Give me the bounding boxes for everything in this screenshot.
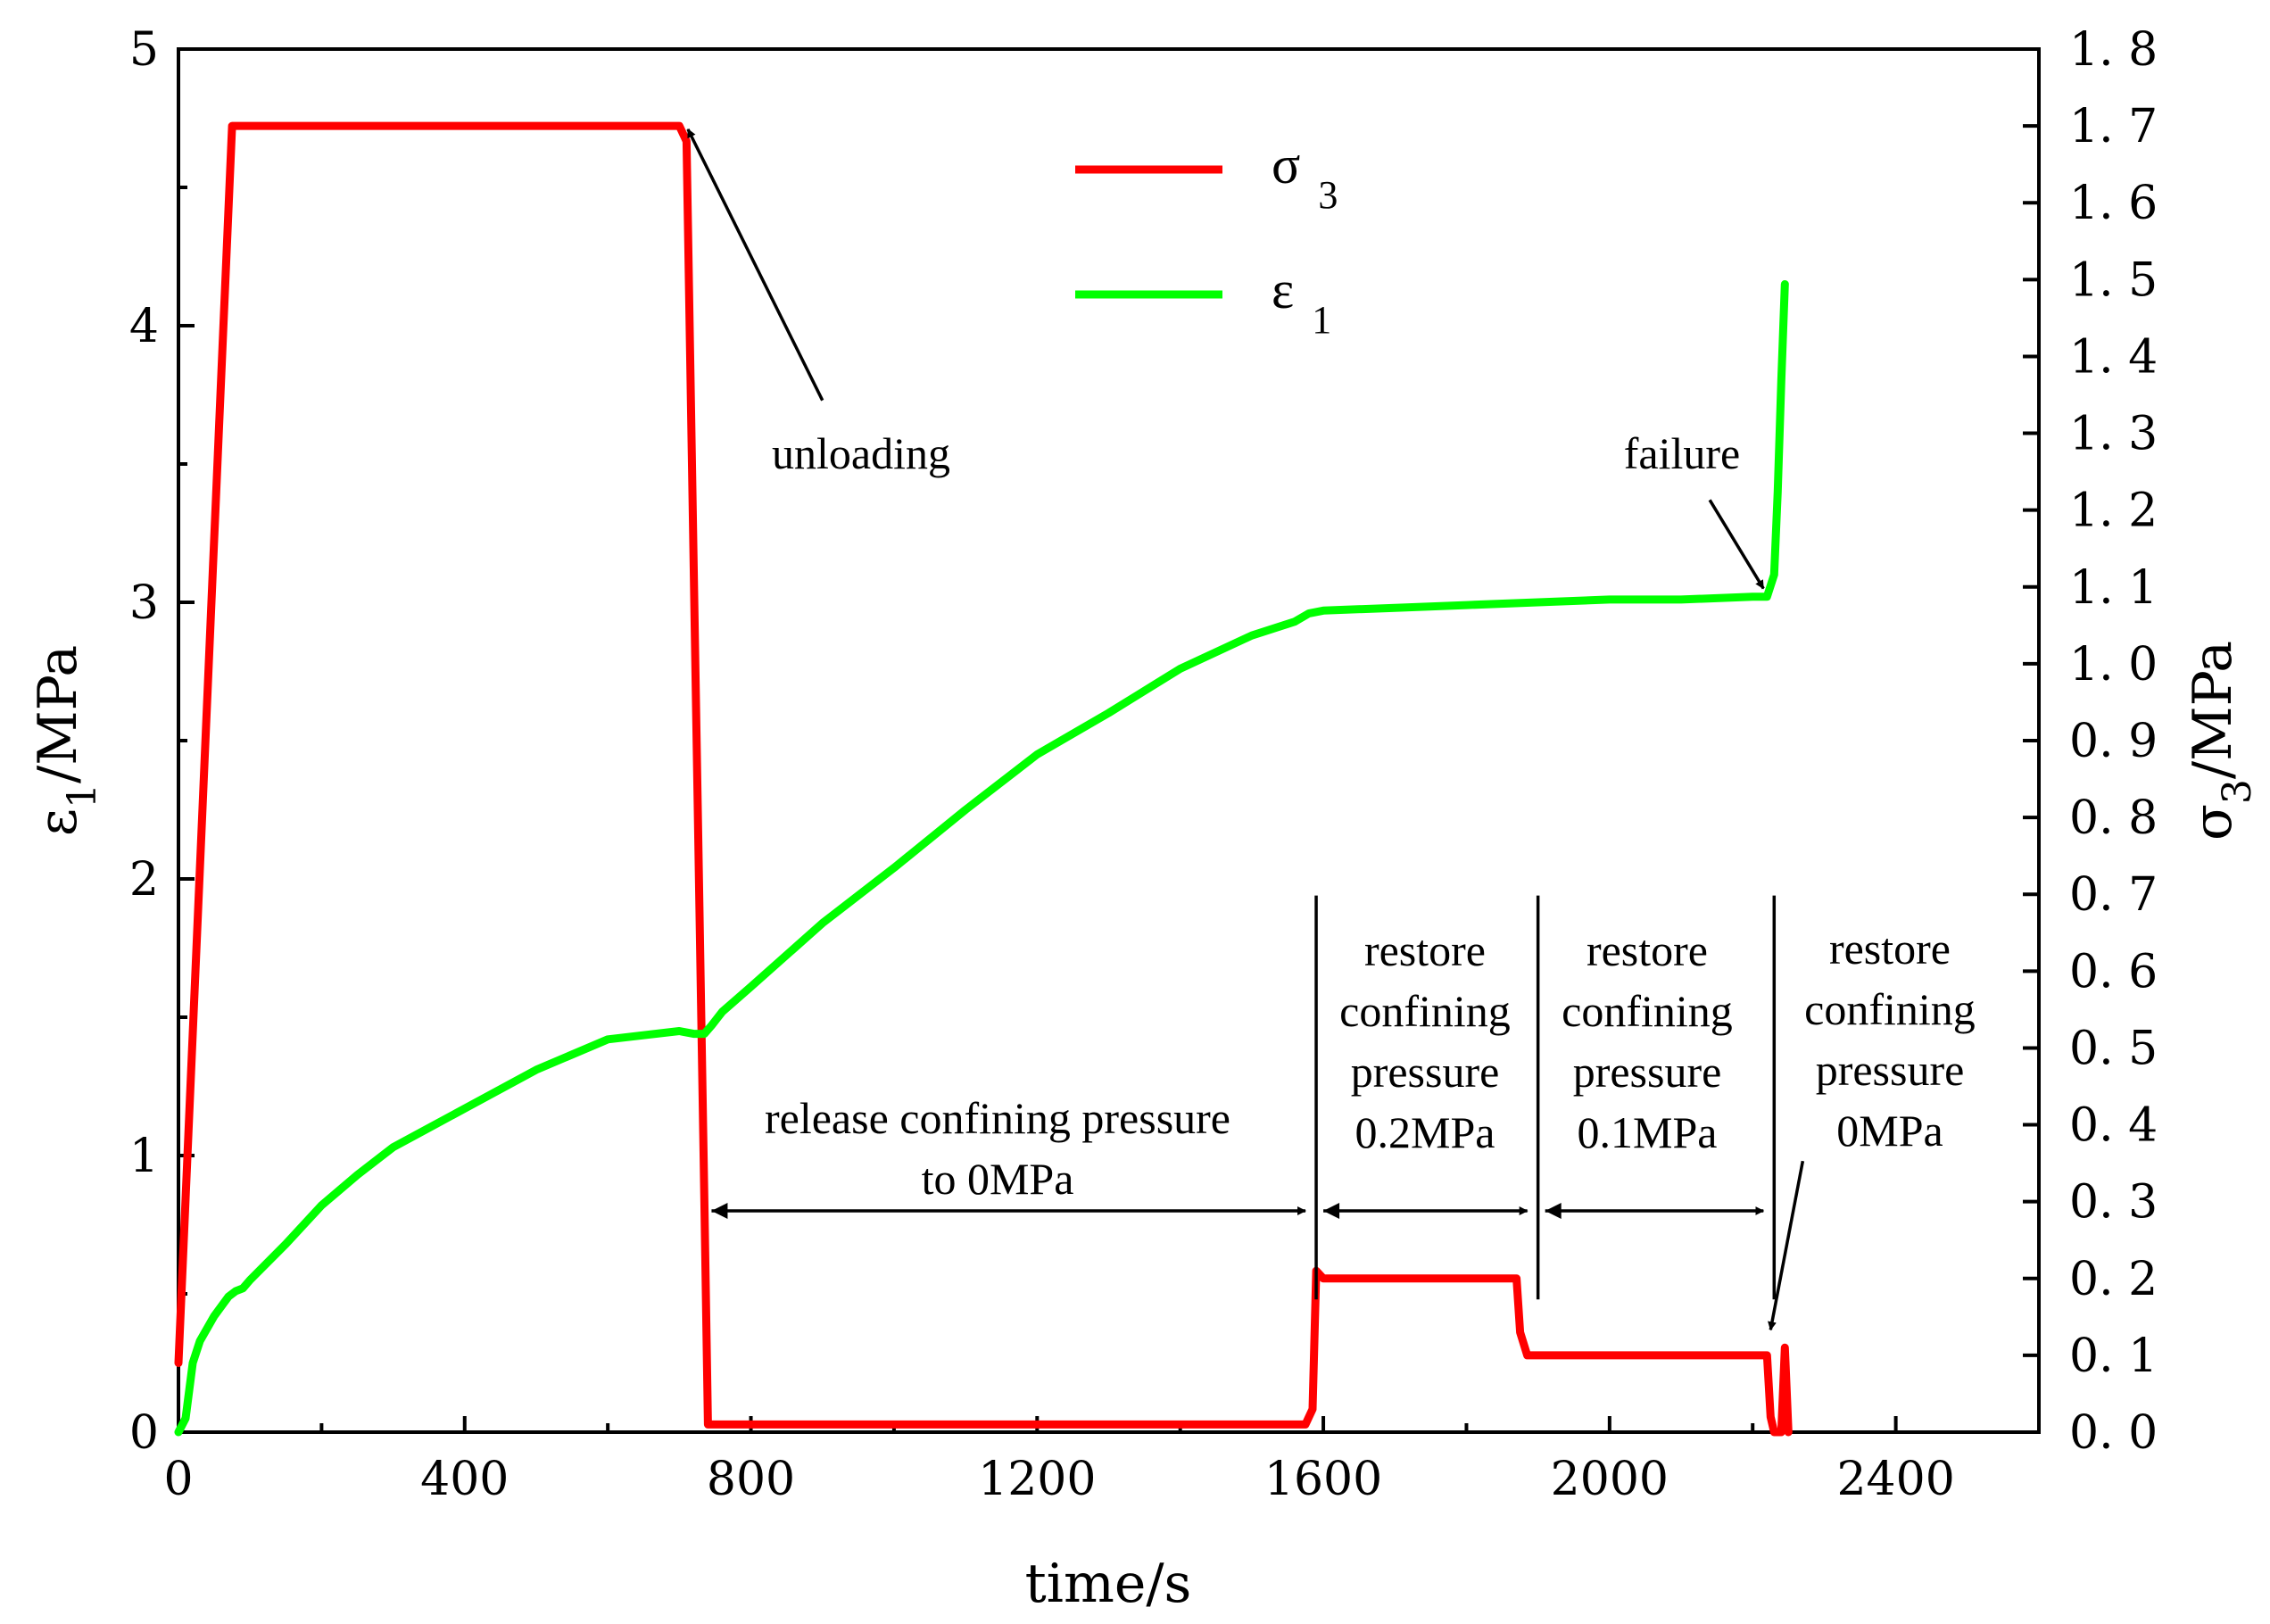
y-right-tick-label: 1. 6 — [2069, 177, 2158, 230]
y-right-tick-label: 0. 8 — [2069, 791, 2158, 845]
annotation-arrow-restore00 — [1768, 1160, 1805, 1331]
y-right-tick-label: 1. 4 — [2069, 330, 2158, 384]
annotation-restore00-line2: confining — [1804, 984, 1976, 1034]
y-right-tick-label: 0. 9 — [2069, 715, 2158, 768]
legend-label-epsilon1: ε1 — [1272, 261, 1331, 342]
series-line-ε1 — [174, 280, 1789, 1437]
annotation-release-line2: to 0MPa — [922, 1154, 1074, 1204]
annotation-restore02-line2: confining — [1339, 986, 1511, 1036]
y-left-title-unit: /MPa — [27, 645, 89, 783]
y-left-axis-title: ε1/MPa — [27, 645, 105, 836]
y-left-tick-label: 5 — [129, 23, 159, 77]
annotation-arrow-failure — [1708, 499, 1765, 590]
y-right-tick-label: 1. 1 — [2069, 561, 2158, 615]
y-left-tick-label: 0 — [129, 1406, 159, 1460]
series — [174, 121, 1793, 1437]
series-line-σ3 — [174, 121, 1793, 1437]
y-left-tick-label: 3 — [129, 576, 159, 630]
annotation-arrowhead-left — [711, 1203, 728, 1219]
legend: σ3 ε1 — [1075, 136, 1338, 342]
annotation-restore02-line4: 0.2MPa — [1355, 1107, 1495, 1157]
y-left-title-sub: 1 — [60, 783, 105, 808]
annotation-restore02-line3: pressure — [1351, 1047, 1500, 1097]
y-left-tick-label: 4 — [129, 300, 159, 353]
y-right-tick-label: 0. 7 — [2069, 868, 2158, 922]
y-right-tick-label: 1. 0 — [2069, 638, 2158, 692]
y-right-tick-label: 1. 5 — [2069, 253, 2158, 307]
y-right-tick-label: 0. 0 — [2069, 1406, 2158, 1460]
x-tick-label: 800 — [707, 1453, 795, 1506]
y-left-tick-label: 2 — [129, 853, 159, 907]
annotation-restore00-line1: restore — [1829, 924, 1951, 974]
y-right-tick-label: 0. 2 — [2069, 1253, 2158, 1306]
legend-label-sigma3: σ3 — [1272, 136, 1338, 217]
y-right-tick-label: 0. 1 — [2069, 1330, 2158, 1383]
x-axis-title: time/s — [1025, 1553, 1192, 1615]
y-right-tick-label: 1. 2 — [2069, 485, 2158, 538]
annotation-restore01-line1: restore — [1587, 925, 1708, 975]
annotation-restore01-line4: 0.1MPa — [1578, 1107, 1718, 1157]
y-right-tick-label: 0. 3 — [2069, 1176, 2158, 1230]
svg-text:σ3/MPa: σ3/MPa — [2182, 641, 2260, 841]
x-tick-label: 1600 — [1264, 1453, 1382, 1506]
y-right-tick-label: 0. 5 — [2069, 1022, 2158, 1075]
y-right-title-main: σ — [2182, 804, 2244, 841]
x-tick-label: 2000 — [1551, 1453, 1669, 1506]
annotation-lines — [686, 128, 1805, 1331]
annotation-restore02-line1: restore — [1364, 925, 1486, 975]
annotation-release-line1: release confining pressure — [765, 1093, 1230, 1143]
annotation-arrowhead-left — [1545, 1203, 1562, 1219]
annotation-restore00-line3: pressure — [1816, 1045, 1965, 1095]
y-left-title-main: ε — [27, 808, 89, 836]
y-right-tick-label: 0. 6 — [2069, 945, 2158, 998]
y-right-tick-label: 1. 8 — [2069, 23, 2158, 77]
annotation-restore01-line2: confining — [1562, 986, 1733, 1036]
annotation-unloading: unloading — [772, 428, 950, 478]
x-tick-label: 400 — [420, 1453, 509, 1506]
y-right-axis-title: σ3/MPa — [2182, 641, 2260, 841]
x-tick-label: 0 — [163, 1453, 193, 1506]
annotation-restore00-line4: 0MPa — [1836, 1106, 1943, 1156]
annotation-arrow-unloading — [686, 128, 824, 402]
x-tick-label: 2400 — [1836, 1453, 1954, 1506]
annotation-arrowhead-left — [1323, 1203, 1340, 1219]
y-right-tick-label: 1. 7 — [2069, 100, 2158, 153]
y-right-title-sub: 3 — [2215, 779, 2260, 804]
svg-text:ε1/MPa: ε1/MPa — [27, 645, 105, 836]
annotation-restore01-line3: pressure — [1573, 1047, 1722, 1097]
y-right-tick-label: 0. 4 — [2069, 1099, 2158, 1153]
y-left-tick-label: 1 — [129, 1130, 159, 1183]
y-right-title-unit: /MPa — [2182, 641, 2244, 779]
annotation-failure: failure — [1624, 428, 1740, 478]
y-right-tick-label: 1. 3 — [2069, 408, 2158, 461]
ticks: 0 400 800 1200 1600 2000 2400 0 1 2 3 4 5 0. 0 0. 1 0. … — [129, 23, 2158, 1506]
plot-frame — [177, 47, 2041, 1434]
x-tick-label: 1200 — [978, 1453, 1096, 1506]
